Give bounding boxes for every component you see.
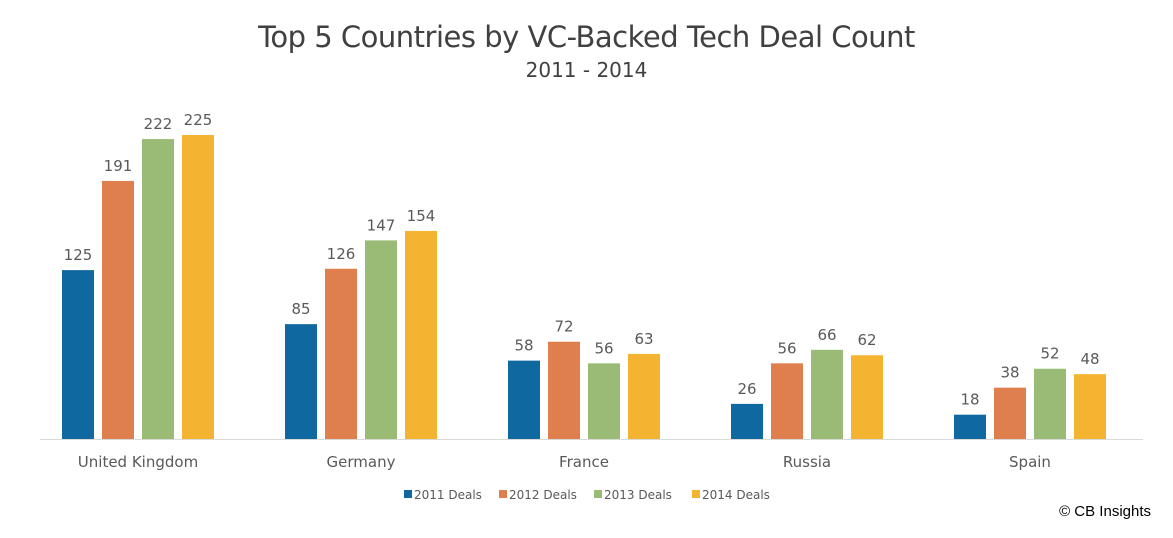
data-label: 126 [327, 245, 356, 263]
category-label: Russia [783, 453, 831, 471]
data-label: 38 [1000, 364, 1019, 382]
data-label: 62 [857, 331, 876, 349]
data-label: 147 [367, 216, 396, 234]
copyright-credit: © CB Insights [1059, 503, 1151, 520]
bar [548, 341, 580, 439]
category-label: United Kingdom [78, 453, 198, 471]
bar [994, 387, 1026, 439]
data-label: 154 [407, 207, 436, 225]
bar [954, 414, 986, 439]
bar [285, 324, 317, 439]
legend-label: 2011 Deals [414, 488, 482, 502]
chart-title: Top 5 Countries by VC-Backed Tech Deal C… [258, 20, 915, 54]
legend-label: 2013 Deals [604, 488, 672, 502]
bar [142, 139, 174, 439]
data-label: 72 [554, 318, 573, 336]
data-label: 18 [960, 391, 979, 409]
data-label: 56 [594, 339, 613, 357]
bar [102, 180, 134, 439]
chart-subtitle: 2011 - 2014 [525, 58, 648, 82]
bar [1034, 368, 1066, 439]
data-label: 48 [1080, 350, 1099, 368]
category-label: Spain [1009, 453, 1051, 471]
data-label: 66 [817, 326, 836, 344]
bar [325, 268, 357, 439]
category-label: Germany [327, 453, 396, 471]
legend-swatch [499, 490, 507, 498]
bar [405, 230, 437, 439]
data-label: 26 [737, 380, 756, 398]
legend-label: 2012 Deals [509, 488, 577, 502]
data-label: 63 [634, 330, 653, 348]
data-label: 58 [514, 337, 533, 355]
data-label: 191 [104, 157, 133, 175]
legend-label: 2014 Deals [702, 488, 770, 502]
legend-swatch [404, 490, 412, 498]
bar [1074, 374, 1106, 439]
bar [851, 355, 883, 439]
data-label: 225 [184, 111, 213, 129]
data-label: 85 [291, 300, 310, 318]
bar [365, 240, 397, 439]
bar [771, 363, 803, 439]
bar [811, 349, 843, 439]
bar [182, 135, 214, 439]
data-label: 56 [777, 339, 796, 357]
data-label: 125 [64, 246, 93, 264]
data-label: 222 [144, 115, 173, 133]
bar [731, 403, 763, 439]
category-label: France [559, 453, 609, 471]
data-label: 52 [1040, 345, 1059, 363]
legend-swatch [692, 490, 700, 498]
bar [62, 270, 94, 439]
bar [588, 363, 620, 439]
bar [508, 360, 540, 439]
bar [628, 353, 660, 439]
legend-swatch [594, 490, 602, 498]
